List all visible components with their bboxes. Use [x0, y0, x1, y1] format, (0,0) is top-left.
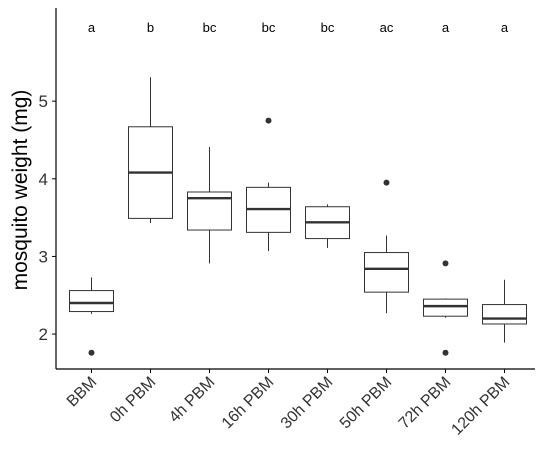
outlier-point [442, 260, 449, 267]
box-0 [69, 277, 114, 356]
outlier-point [265, 117, 272, 124]
x-tick-label: 0h PBM [107, 374, 159, 426]
box-iqr [69, 290, 114, 313]
box-5 [364, 179, 409, 314]
significance-letter: bc [203, 20, 217, 35]
axes [55, 8, 535, 370]
significance-letter: ac [380, 20, 394, 35]
outlier-point [442, 349, 449, 356]
outlier-point [88, 349, 95, 356]
significance-letter: bc [262, 20, 276, 35]
box-iqr [482, 304, 527, 325]
box-2 [187, 146, 232, 264]
box-4 [305, 204, 350, 248]
box-iqr [364, 252, 409, 293]
y-axis-label-group: mosquito weight (mg) [9, 90, 32, 291]
x-tick-label: 30h PBM [278, 374, 337, 433]
box-1 [128, 77, 173, 224]
significance-letters: a b bc bc bc ac a a [88, 20, 509, 35]
significance-letter: bc [321, 20, 335, 35]
x-tick-label: 16h PBM [219, 374, 278, 433]
y-tick-label: 5 [39, 92, 48, 111]
y-tick-label: 2 [39, 325, 48, 344]
significance-letter: b [147, 20, 154, 35]
outlier-point [383, 179, 390, 186]
box-6 [423, 260, 468, 356]
x-tick-label: 50h PBM [337, 374, 396, 433]
x-tick-label: 4h PBM [166, 374, 218, 426]
boxes [69, 77, 527, 356]
box-3 [246, 117, 291, 251]
y-tick-label: 3 [39, 247, 48, 266]
significance-letter: a [501, 20, 509, 35]
x-tick-label: 120h PBM [448, 374, 513, 439]
x-tick-labels: BBM 0h PBM 4h PBM 16h PBM 30h PBM 50h PBM 72h … [64, 369, 513, 439]
x-tick-label: 72h PBM [396, 374, 455, 433]
significance-letter: a [88, 20, 96, 35]
y-tick-labels: 2 3 4 5 [39, 92, 56, 344]
y-tick-label: 4 [39, 170, 48, 189]
significance-letter: a [442, 20, 450, 35]
x-tick-label: BBM [64, 374, 101, 411]
box-7 [482, 279, 527, 343]
y-axis-label: mosquito weight (mg) [9, 90, 32, 291]
box-iqr [423, 298, 468, 317]
